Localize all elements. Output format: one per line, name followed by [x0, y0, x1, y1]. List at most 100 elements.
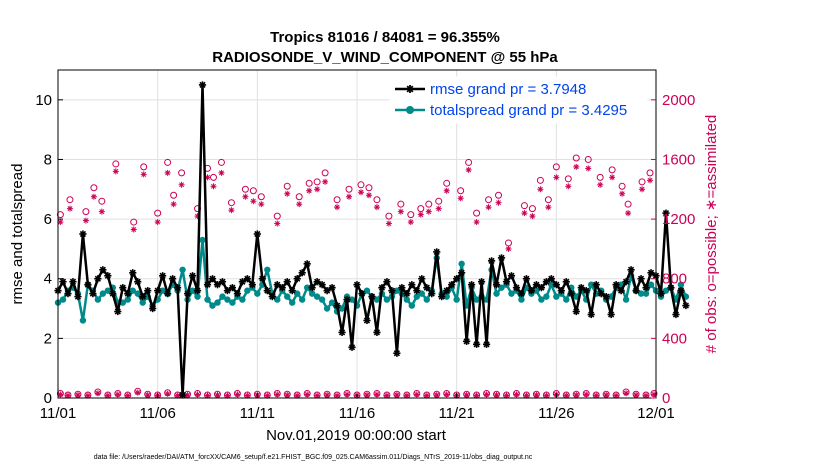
- totalspread-point: [553, 293, 560, 300]
- obs-assimilated-marker: [639, 186, 646, 193]
- rmse-point: [74, 293, 82, 301]
- obs-assimilated-marker: [170, 201, 177, 208]
- obs-possible-marker: [572, 154, 580, 162]
- obs-possible-marker: [365, 184, 373, 192]
- obs-assimilated-marker-bottom: [144, 392, 151, 399]
- totalspread-point: [533, 287, 540, 294]
- rmse-point: [308, 284, 316, 292]
- obs-assimilated-marker: [357, 189, 364, 196]
- obs-assimilated-marker: [82, 217, 89, 224]
- rmse-point: [642, 284, 650, 292]
- obs-assimilated-marker-bottom: [324, 392, 331, 399]
- obs-possible-marker: [485, 196, 493, 204]
- x-tick-label: 12/01: [637, 405, 675, 422]
- y-right-tick-label: 1200: [662, 211, 695, 228]
- rmse-point: [592, 281, 600, 289]
- totalspread-point: [677, 281, 685, 288]
- obs-assimilated-marker-bottom: [134, 389, 141, 396]
- obs-possible-marker: [56, 211, 64, 219]
- rmse-point: [622, 278, 630, 286]
- rmse-point: [109, 290, 117, 298]
- totalspread-point: [548, 281, 555, 288]
- obs-assimilated-marker-bottom: [214, 392, 221, 399]
- rmse-point: [348, 343, 356, 351]
- obs-possible-marker: [178, 169, 186, 177]
- totalspread-point: [637, 290, 645, 297]
- rmse-point: [582, 287, 590, 295]
- obs-assimilated-marker: [465, 166, 472, 173]
- rmse-point: [124, 290, 132, 298]
- x-tick-label: 11/26: [538, 405, 574, 422]
- totalspread-point: [139, 299, 146, 306]
- obs-possible-marker: [584, 155, 592, 163]
- rmse-point: [632, 287, 640, 295]
- obs-assimilated-marker: [98, 208, 105, 215]
- obs-assimilated-marker: [417, 211, 424, 218]
- series-group: [54, 81, 690, 399]
- rmse-point: [203, 281, 212, 289]
- rmse-point: [607, 310, 615, 319]
- rmse-point: [363, 316, 371, 325]
- rmse-point: [59, 278, 67, 286]
- obs-possible-marker: [257, 193, 265, 201]
- obs-possible-marker: [164, 158, 172, 166]
- totalspread-point: [224, 296, 231, 303]
- obs-possible-marker: [345, 185, 353, 193]
- totalspread-point: [328, 299, 336, 306]
- totalspread-point: [313, 293, 321, 300]
- rmse-point: [408, 281, 416, 289]
- obs-possible-marker: [385, 212, 393, 220]
- rmse-point: [677, 287, 685, 295]
- rmse-point: [458, 269, 466, 277]
- totalspread-point: [244, 287, 251, 294]
- totalspread-point: [303, 284, 311, 291]
- rmse-point: [567, 290, 575, 298]
- totalspread-point: [214, 299, 221, 306]
- rmse-point: [473, 340, 481, 348]
- obs-assimilated-marker: [473, 219, 480, 226]
- rmse-point: [213, 281, 222, 289]
- obs-assimilated-marker-bottom: [264, 392, 271, 399]
- obs-assimilated-marker-bottom: [393, 392, 400, 399]
- rmse-point: [617, 287, 625, 295]
- rmse-point: [99, 266, 107, 274]
- rmse-point: [338, 328, 346, 336]
- obs-possible-marker: [321, 169, 329, 177]
- obs-assimilated-marker: [112, 168, 119, 175]
- rmse-point: [183, 290, 192, 298]
- totalspread-point: [662, 287, 670, 294]
- obs-assimilated-marker-bottom: [234, 391, 241, 398]
- obs-assimilated-marker: [322, 178, 329, 185]
- rmse-point: [253, 230, 261, 238]
- totalspread-point: [493, 290, 500, 297]
- rmse-point: [298, 269, 306, 277]
- rmse-point: [448, 281, 456, 289]
- totalspread-point: [194, 293, 201, 300]
- obs-assimilated-marker: [495, 199, 502, 206]
- rmse-point: [393, 349, 401, 357]
- rmse-point: [198, 81, 207, 89]
- obs-assimilated-marker-bottom: [533, 392, 540, 399]
- obs-possible-marker: [273, 212, 281, 220]
- totalspread-point: [104, 287, 112, 294]
- totalspread-point: [289, 299, 296, 306]
- obs-possible-marker: [536, 176, 544, 184]
- totalspread-point: [134, 290, 141, 297]
- obs-assimilated-marker-bottom: [573, 392, 580, 399]
- obs-assimilated-marker-bottom: [84, 392, 91, 399]
- obs-possible-marker: [425, 200, 433, 208]
- totalspread-point: [284, 293, 291, 300]
- rmse-point: [557, 287, 565, 295]
- rmse-point: [507, 272, 516, 280]
- obs-possible-marker: [473, 209, 481, 217]
- rmse-point: [477, 278, 486, 286]
- rmse-point: [388, 287, 396, 295]
- rmse-point: [323, 287, 331, 295]
- obs-assimilated-marker: [140, 171, 147, 178]
- rmse-point: [547, 275, 555, 283]
- rmse-point: [522, 275, 531, 283]
- y-axis-label: rmse and totalspread: [9, 164, 26, 305]
- obs-possible-marker: [82, 208, 90, 216]
- rmse-point: [682, 301, 690, 310]
